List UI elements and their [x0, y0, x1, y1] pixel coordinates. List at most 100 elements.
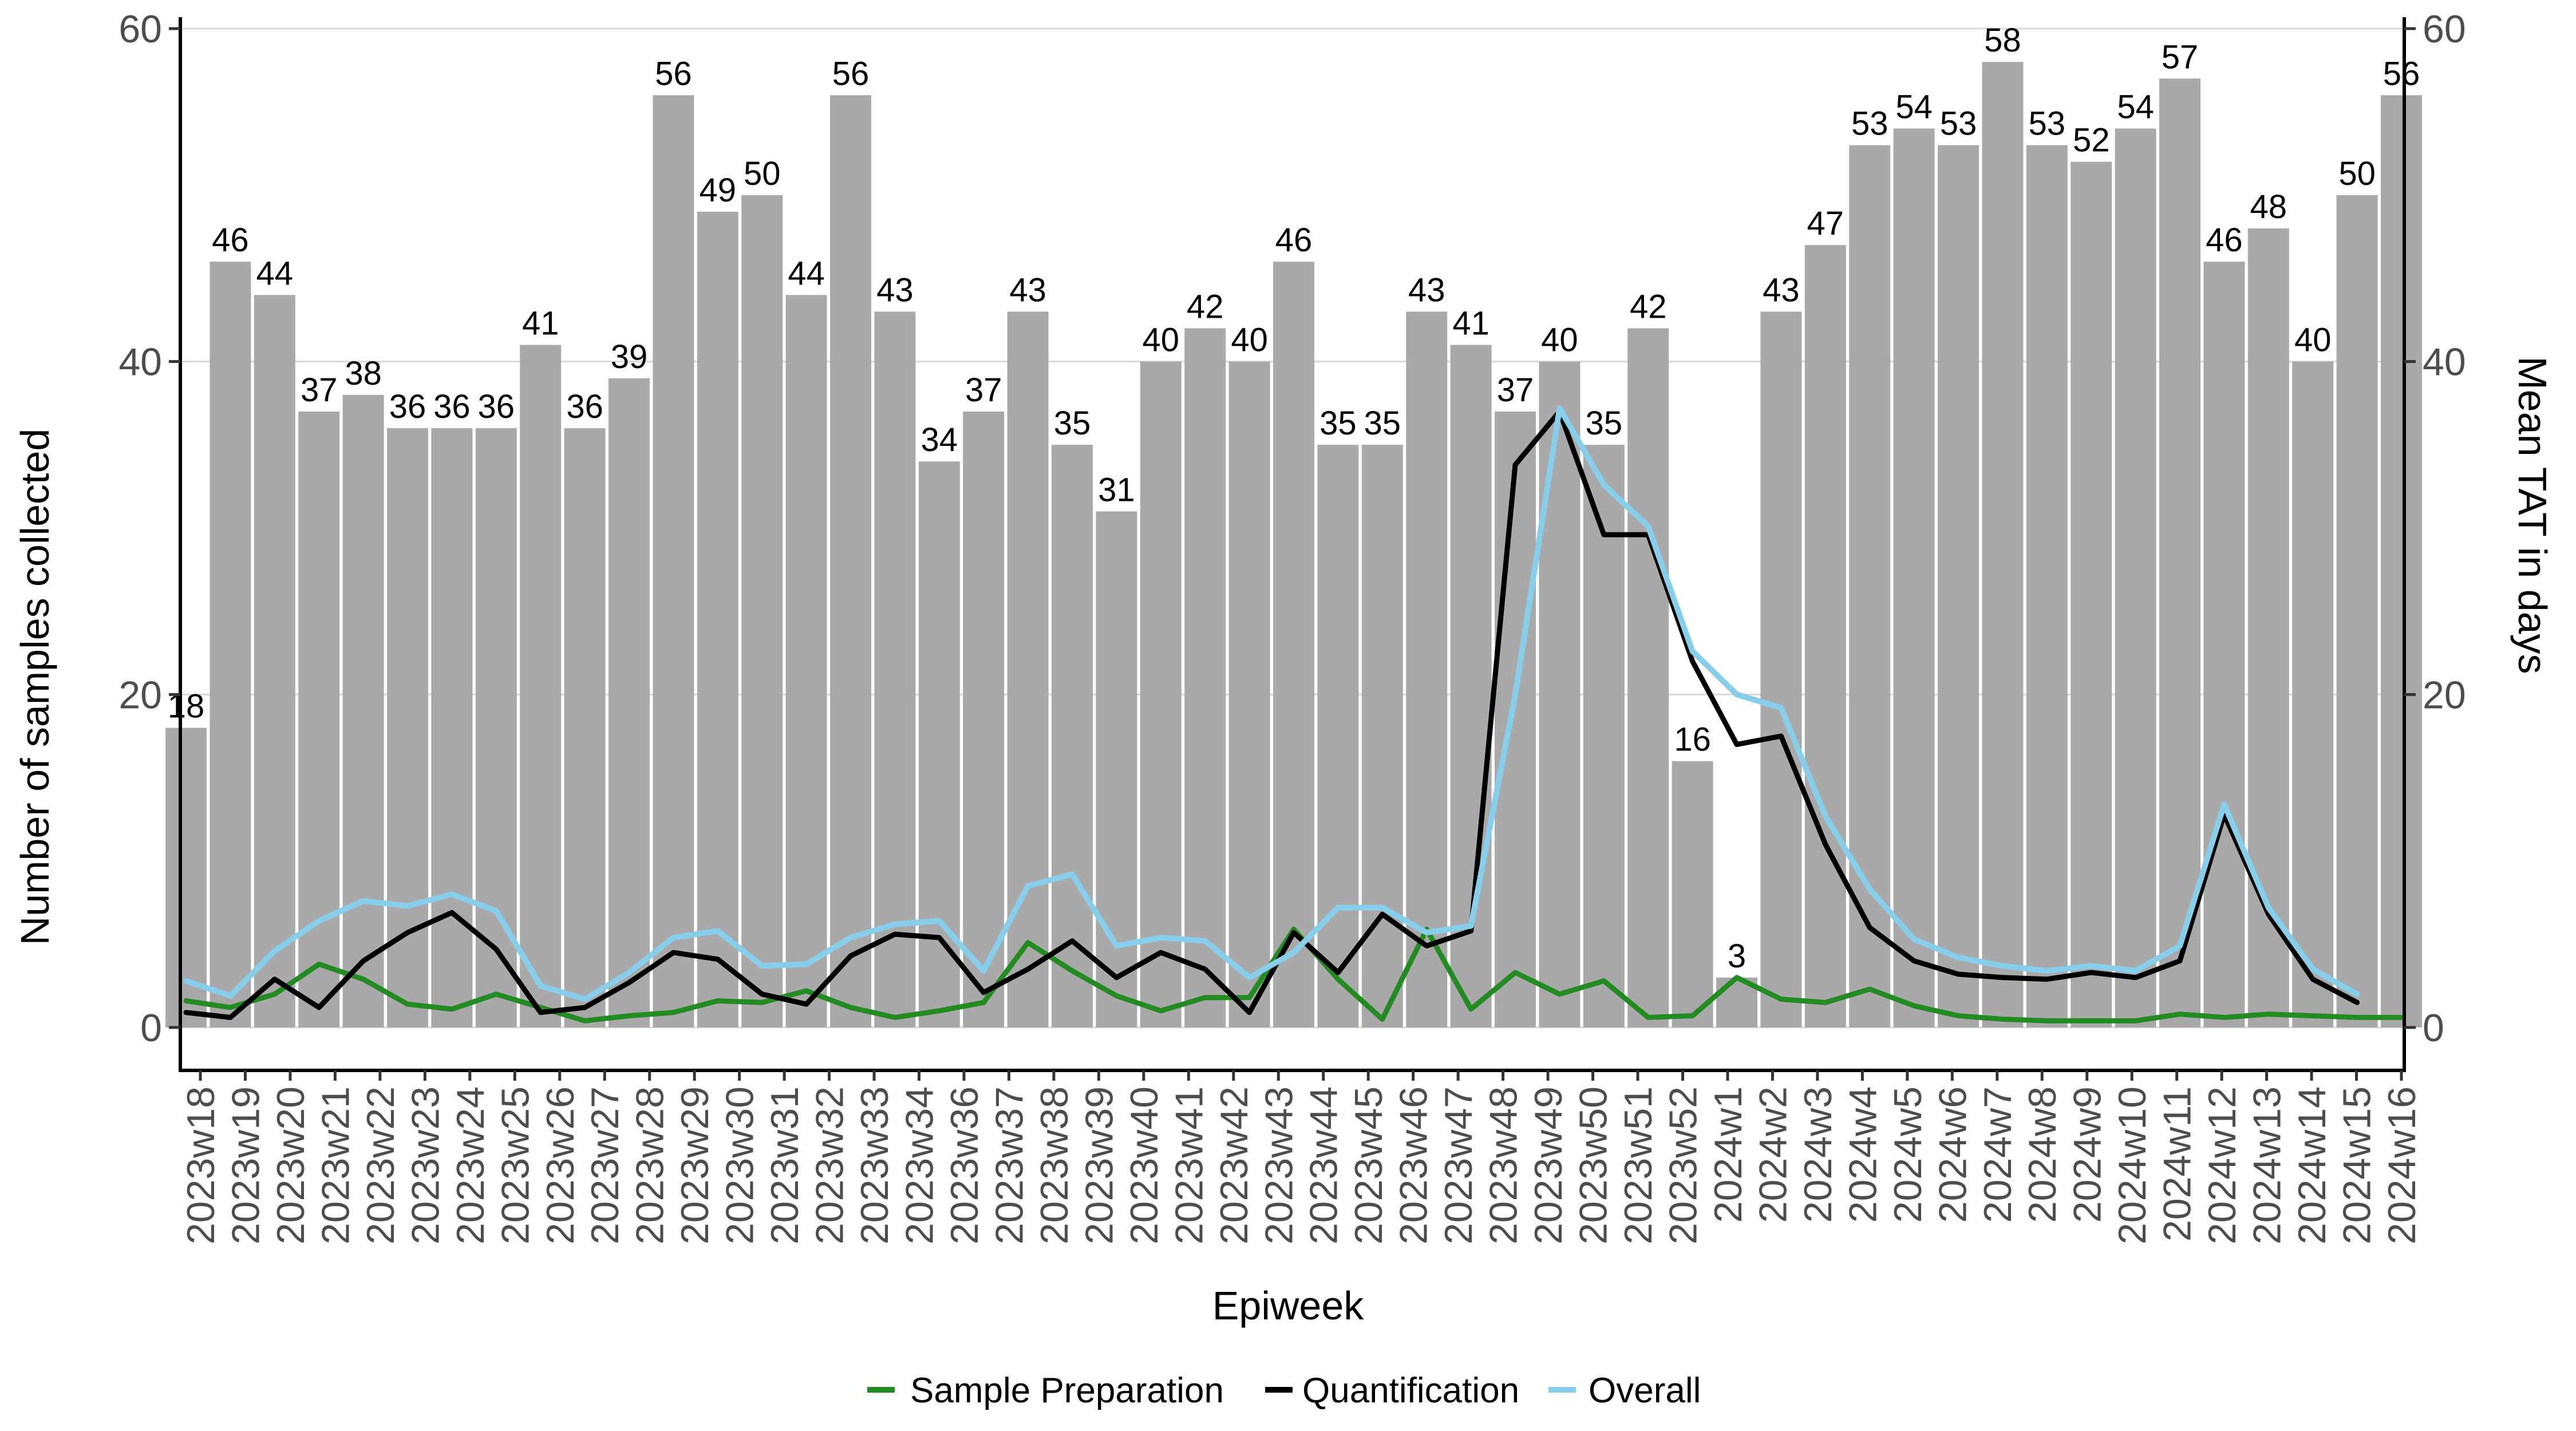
y-tick-label-0: 0	[140, 1006, 162, 1050]
y2-axis-title: Mean TAT in days	[2510, 356, 2555, 674]
x-tick-label-2024w12: 2024w12	[2200, 1086, 2244, 1244]
x-tick-label-2023w29: 2023w29	[673, 1086, 717, 1244]
bar-label-2024w10: 54	[2117, 89, 2154, 126]
bar-2023w29	[653, 95, 694, 1027]
x-axis-title: Epiweek	[1212, 1283, 1365, 1328]
bar-label-2023w38: 35	[1054, 405, 1091, 442]
bar-label-2023w41: 42	[1187, 288, 1224, 326]
bar-2024w5	[1893, 128, 1935, 1027]
bar-2023w51	[1627, 328, 1669, 1027]
bar-label-2024w13: 48	[2250, 188, 2287, 226]
bar-label-2023w48: 37	[1497, 371, 1534, 409]
legend-label-sample-preparation: Sample Preparation	[910, 1371, 1224, 1410]
bar-label-2024w3: 47	[1807, 205, 1844, 242]
bar-2024w6	[1938, 145, 1979, 1027]
x-tick-label-2023w39: 2023w39	[1077, 1086, 1121, 1244]
bar-2023w46	[1406, 311, 1448, 1027]
x-tick-label-2023w46: 2023w46	[1392, 1086, 1436, 1244]
bar-label-2023w33: 56	[832, 55, 870, 92]
x-tick-label-2023w41: 2023w41	[1167, 1086, 1211, 1244]
bar-label-2023w28: 39	[611, 338, 648, 375]
x-tick-label-2024w13: 2024w13	[2246, 1086, 2289, 1244]
bar-2023w35	[918, 461, 960, 1027]
bar-2023w37	[1007, 311, 1049, 1027]
x-tick-label-2024w5: 2024w5	[1886, 1086, 1930, 1223]
bar-2023w28	[609, 378, 650, 1027]
bar-label-2024w1: 3	[1728, 938, 1746, 975]
bar-2023w49	[1539, 361, 1581, 1027]
x-tick-label-2023w45: 2023w45	[1347, 1086, 1390, 1244]
y2-tick-label-60: 60	[2423, 7, 2466, 51]
x-tick-label-2023w36: 2023w36	[943, 1086, 986, 1244]
bar-2024w2	[1760, 311, 1802, 1027]
bar-label-2023w22: 38	[345, 355, 382, 392]
bar-2023w31	[741, 195, 783, 1027]
bar-2023w48	[1495, 411, 1536, 1027]
x-tick-label-2023w22: 2023w22	[359, 1086, 402, 1244]
bar-2023w21	[298, 411, 340, 1027]
x-tick-label-2023w28: 2023w28	[629, 1086, 672, 1244]
bar-label-2023w35: 34	[921, 421, 958, 458]
bar-label-2024w9: 52	[2073, 122, 2110, 159]
bar-2023w33	[830, 95, 871, 1027]
bar-label-2024w7: 58	[1984, 22, 2021, 59]
x-tick-label-2024w1: 2024w1	[1706, 1086, 1750, 1223]
bar-label-2023w47: 41	[1452, 305, 1490, 342]
y-tick-label-20: 20	[118, 673, 162, 717]
y-tick-label-60: 60	[118, 7, 162, 51]
bar-2024w3	[1804, 245, 1846, 1027]
bar-label-2023w39: 31	[1098, 471, 1135, 508]
bar-label-2023w25: 36	[478, 388, 515, 425]
y2-tick-labels: 0 20 40 60	[2423, 7, 2466, 1050]
x-tick-labels: 2023w18 2023w19 2023w20 2023w21 2023w22 2023w…	[179, 1086, 2424, 1244]
y-tick-label-40: 40	[118, 341, 162, 384]
x-tick-label-2024w16: 2024w16	[2380, 1086, 2424, 1244]
bar-2024w7	[1982, 62, 2024, 1028]
bar-label-2023w40: 40	[1143, 322, 1180, 359]
bar-2024w8	[2026, 145, 2068, 1027]
series-line-overall	[183, 405, 2360, 1002]
bar-label-2023w30: 49	[700, 172, 737, 209]
x-tick-label-2024w4: 2024w4	[1841, 1086, 1884, 1223]
x-tick-label-2023w24: 2023w24	[449, 1086, 492, 1244]
legend-label-overall: Overall	[1589, 1371, 1701, 1410]
x-tick-label-2023w34: 2023w34	[898, 1086, 942, 1244]
bar-2023w42	[1228, 361, 1270, 1027]
bar-2024w10	[2115, 128, 2156, 1027]
bar-label-2024w8: 53	[2029, 105, 2066, 143]
bar-2023w32	[785, 295, 827, 1028]
x-tick-label-2024w3: 2024w3	[1796, 1086, 1840, 1223]
bar-2023w30	[697, 211, 738, 1028]
bar-2023w26	[520, 345, 562, 1028]
bar-2023w23	[387, 428, 428, 1027]
x-tick-label-2023w48: 2023w48	[1482, 1086, 1526, 1244]
bar-2023w40	[1140, 361, 1182, 1027]
bar-2023w43	[1273, 262, 1314, 1028]
x-tick-label-2023w37: 2023w37	[987, 1086, 1031, 1244]
bar-label-2023w21: 37	[301, 371, 338, 409]
bar-2024w15	[2336, 195, 2378, 1027]
x-tick-label-2023w18: 2023w18	[179, 1086, 223, 1244]
bar-label-2023w49: 40	[1541, 322, 1578, 359]
bar-2024w14	[2292, 361, 2334, 1027]
bars	[165, 62, 2422, 1028]
x-tick-label-2023w47: 2023w47	[1437, 1086, 1480, 1244]
bar-2023w19	[210, 262, 251, 1028]
bar-label-2023w31: 50	[744, 155, 781, 192]
x-tick-label-2023w21: 2023w21	[314, 1086, 357, 1244]
bar-label-2023w23: 36	[389, 388, 426, 425]
bar-2023w50	[1583, 445, 1625, 1027]
legend: Sample Preparation Quantification Overall	[867, 1371, 1701, 1410]
x-tick-label-2023w43: 2023w43	[1257, 1086, 1301, 1244]
bar-label-2024w16: 56	[2383, 55, 2420, 92]
bar-label-2023w52: 16	[1674, 721, 1711, 758]
x-tick-label-2023w51: 2023w51	[1617, 1086, 1660, 1244]
axes	[169, 17, 2416, 1081]
x-tick-label-2024w9: 2024w9	[2066, 1086, 2109, 1223]
bar-label-2023w50: 35	[1586, 405, 1623, 442]
bar-label-2023w27: 36	[566, 388, 603, 425]
bar-label-2023w44: 35	[1319, 405, 1357, 442]
x-tick-label-2023w19: 2023w19	[224, 1086, 268, 1244]
